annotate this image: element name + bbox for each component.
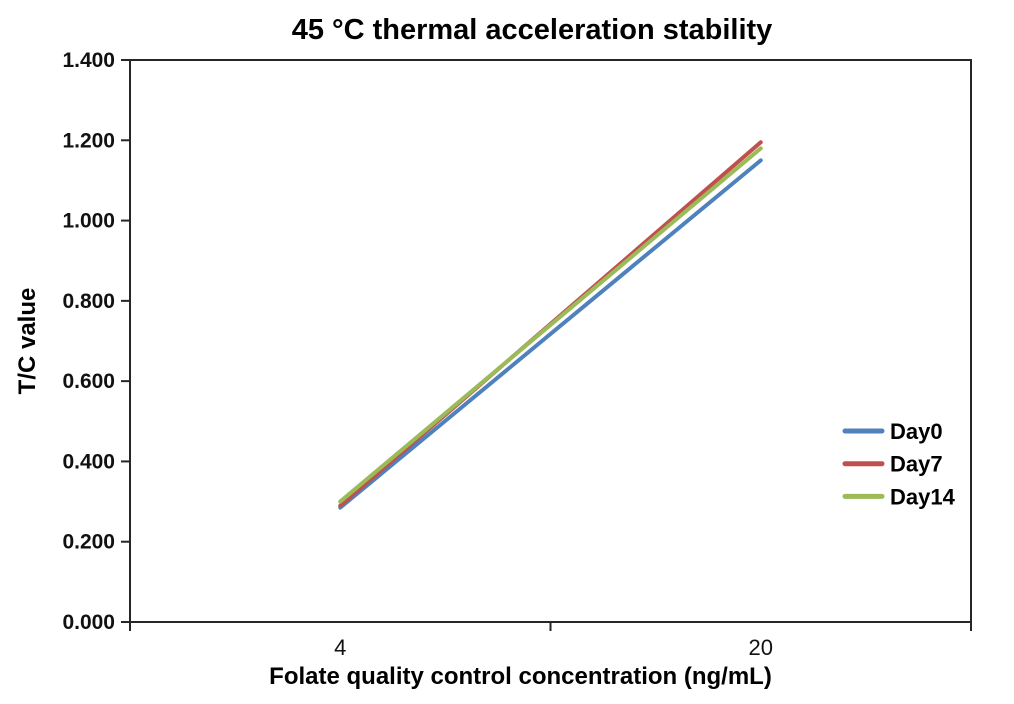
y-tick-label: 0.200 — [62, 531, 115, 554]
y-tick-label: 0.600 — [62, 370, 115, 393]
legend-label-day0: Day0 — [890, 419, 943, 444]
legend-label-day14: Day14 — [890, 484, 956, 509]
series-line-day14 — [338, 146, 763, 504]
y-tick-label: 0.000 — [62, 611, 115, 634]
legend: Day0 Day7 Day14 — [842, 419, 956, 509]
y-tick-label: 1.000 — [62, 210, 115, 233]
y-tick-label: 1.400 — [62, 49, 115, 72]
legend-entry-day7: Day7 — [842, 452, 943, 477]
y-tick-label: 0.800 — [62, 290, 115, 313]
chart-title: 45 °C thermal acceleration stability — [292, 14, 773, 46]
y-tick-label: 1.200 — [62, 129, 115, 152]
x-axis-label: Folate quality control concentration (ng… — [269, 663, 772, 690]
x-category-label: 20 — [749, 635, 773, 660]
y-tick-label: 0.400 — [62, 450, 115, 473]
legend-entry-day0: Day0 — [842, 419, 943, 444]
series-line-day0 — [338, 158, 763, 510]
legend-entry-day14: Day14 — [842, 484, 956, 509]
y-axis-label: T/C value — [14, 288, 41, 395]
legend-label-day7: Day7 — [890, 452, 943, 477]
x-category-label: 4 — [334, 635, 346, 660]
